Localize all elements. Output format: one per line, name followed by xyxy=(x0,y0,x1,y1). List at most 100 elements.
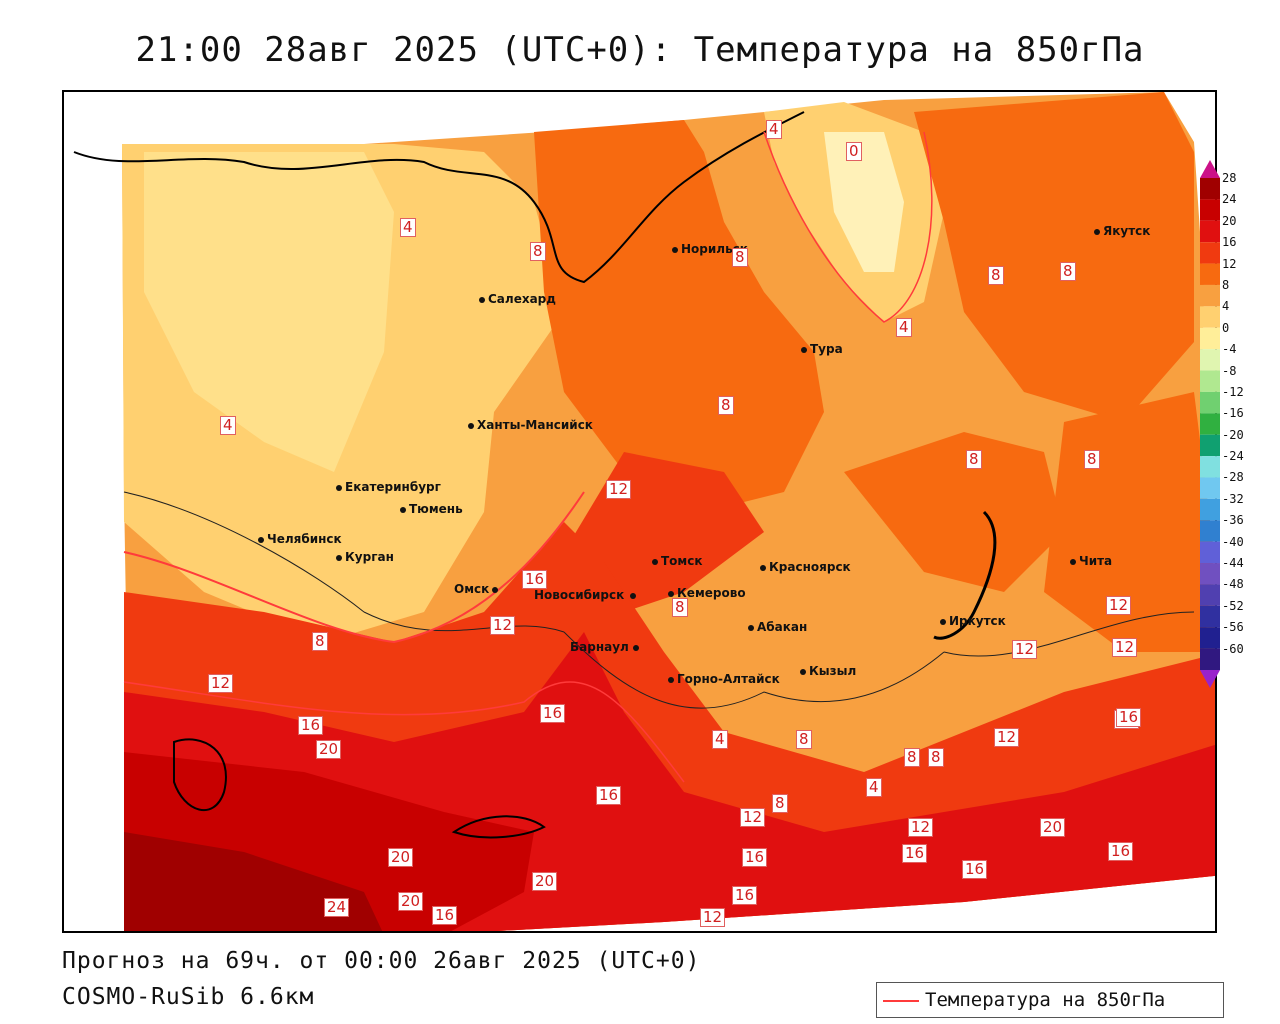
contour-label: 12 xyxy=(700,908,726,927)
city-marker xyxy=(1070,558,1076,565)
legend-label: Температура на 850гПа xyxy=(925,989,1166,1011)
contour-line xyxy=(763,131,933,323)
legend-box: Температура на 850гПа xyxy=(876,982,1224,1018)
zone-core-southwest xyxy=(124,832,383,931)
contour-label: 8 xyxy=(904,748,920,767)
map-title: 21:00 28авг 2025 (UTC+0): Температура на… xyxy=(135,30,1145,70)
contour-label: 12 xyxy=(740,808,766,827)
contour-label: 12 xyxy=(208,674,234,693)
city-label: Салехард xyxy=(479,292,556,306)
contour-label: 16 xyxy=(732,886,758,905)
colorbar-segment xyxy=(1200,306,1220,328)
contour-label: 12 xyxy=(606,480,632,499)
city-marker xyxy=(632,644,639,651)
colorbar-segment xyxy=(1200,220,1220,243)
map-field xyxy=(64,92,1215,931)
colorbar-tick-label: -24 xyxy=(1222,449,1244,464)
contour-label: 16 xyxy=(432,906,458,925)
colorbar-segment xyxy=(1200,413,1220,435)
city-label: Красноярск xyxy=(760,560,851,574)
contour-label: 12 xyxy=(994,728,1020,747)
city-label: Челябинск xyxy=(258,532,342,546)
contour-label: 12 xyxy=(1012,640,1038,659)
colorbar-segment xyxy=(1200,370,1220,392)
colorbar-segment xyxy=(1200,477,1220,499)
colorbar-segment xyxy=(1200,391,1220,414)
legend-line-swatch xyxy=(883,1000,919,1002)
city-marker xyxy=(400,506,406,513)
contour-label: 8 xyxy=(966,450,982,469)
balkhash-lake xyxy=(451,815,546,839)
contour-label: 4 xyxy=(866,778,882,797)
city-marker xyxy=(468,422,474,429)
city-label: Иркутск xyxy=(940,614,1006,628)
city-marker xyxy=(492,586,499,593)
city-label: Тюмень xyxy=(400,502,463,516)
contour-label: 12 xyxy=(1112,638,1138,657)
contour-label: 16 xyxy=(1116,708,1142,727)
colorbar-bottom-arrow xyxy=(1200,670,1220,688)
colorbar-tick-label: -4 xyxy=(1222,342,1237,357)
colorbar-tick-label: -12 xyxy=(1222,384,1244,399)
colorbar-segment xyxy=(1200,349,1220,371)
contour-label: 8 xyxy=(718,396,734,415)
colorbar-segment xyxy=(1200,605,1220,628)
colorbar-segment xyxy=(1200,627,1220,649)
contour-label: 8 xyxy=(796,730,812,749)
caspian-sea xyxy=(173,738,227,812)
border-lines xyxy=(123,491,1195,709)
colorbar-segment xyxy=(1200,178,1220,200)
zone-cold-north-inner xyxy=(824,132,904,272)
contour-label: 20 xyxy=(398,892,424,911)
city-marker xyxy=(760,564,766,571)
temperature-map[interactable]: Норильск Якутск Салехард Тура Ханты-Манс… xyxy=(62,90,1217,933)
colorbar-tick-label: -60 xyxy=(1222,641,1244,656)
city-label: Томск xyxy=(652,554,703,568)
city-label: Норильск xyxy=(672,242,748,256)
city-marker xyxy=(801,346,807,353)
zone-warm-east xyxy=(914,92,1194,422)
city-label: Екатеринбург xyxy=(336,480,441,494)
colorbar-segment xyxy=(1200,456,1220,478)
zone-cool-west-inner xyxy=(144,152,394,472)
colorbar-tick-label: -48 xyxy=(1222,577,1244,592)
forecast-info: Прогноз на 69ч. от 00:00 26авг 2025 (UTC… xyxy=(62,948,701,974)
contour-label: 16 xyxy=(298,716,324,735)
colorbar-segment xyxy=(1200,520,1220,542)
contour-label: 16 xyxy=(522,570,548,589)
city-marker xyxy=(940,618,946,625)
city-label: Чита xyxy=(1070,554,1112,568)
city-label: Ханты-Мансийск xyxy=(468,418,593,432)
contour-label: 4 xyxy=(896,318,912,337)
colorbar-tick-label: 0 xyxy=(1222,320,1230,335)
colorbar-top-arrow xyxy=(1200,160,1220,178)
colorbar xyxy=(1200,160,1220,688)
contour-label: 8 xyxy=(772,794,788,813)
contour-label: 12 xyxy=(908,818,934,837)
contour-label: 4 xyxy=(220,416,236,435)
colorbar-segment xyxy=(1200,327,1220,350)
contour-label: 20 xyxy=(388,848,414,867)
baikal-lake xyxy=(933,510,997,640)
contour-label: 20 xyxy=(316,740,342,759)
colorbar-tick-label: 20 xyxy=(1222,213,1237,228)
city-label: Горно-Алтайск xyxy=(668,672,780,686)
city-marker xyxy=(748,624,754,631)
contour-label: 12 xyxy=(1106,596,1132,615)
city-label: Омск xyxy=(454,582,501,596)
colorbar-segment xyxy=(1200,263,1220,285)
colorbar-tick-label: 8 xyxy=(1222,277,1230,292)
contour-label: 8 xyxy=(1060,262,1076,281)
contour-label: 8 xyxy=(530,242,546,261)
city-label: Барнаул xyxy=(570,640,642,654)
colorbar-tick-label: 16 xyxy=(1222,235,1237,250)
colorbar-segment xyxy=(1200,563,1220,585)
city-label: Тура xyxy=(801,342,843,356)
city-label: Абакан xyxy=(748,620,807,634)
contour-label: 4 xyxy=(712,730,728,749)
contour-label: 20 xyxy=(1040,818,1066,837)
city-label: Якутск xyxy=(1094,224,1150,238)
city-marker xyxy=(1094,228,1100,235)
model-name: COSMO-RuSib 6.6км xyxy=(62,984,315,1010)
colorbar-segment xyxy=(1200,199,1220,221)
